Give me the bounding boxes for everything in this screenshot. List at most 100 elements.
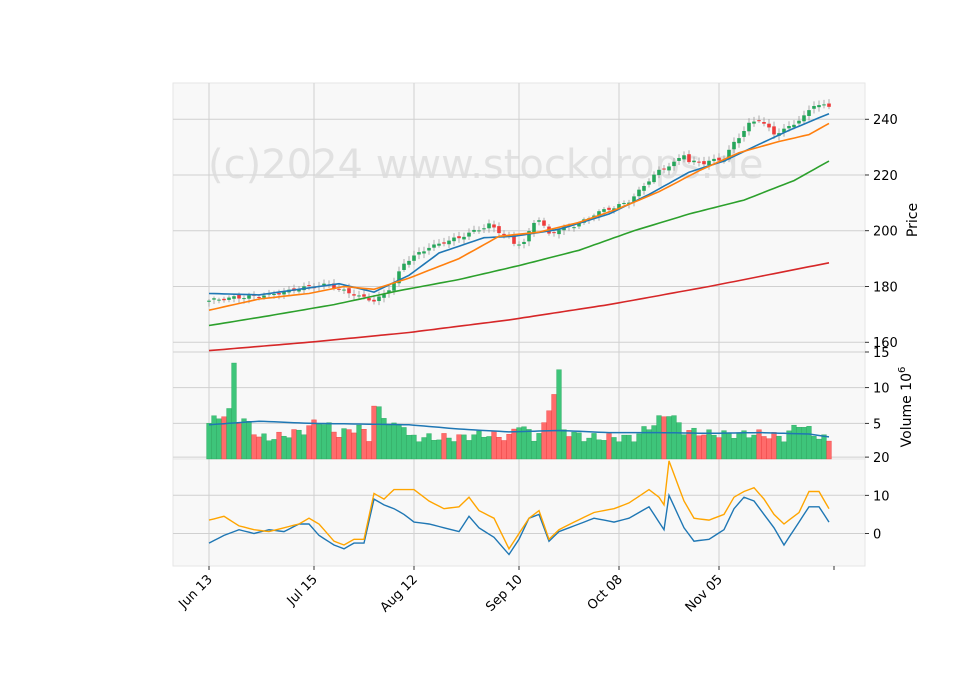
candle-body — [462, 236, 466, 240]
volume-bar — [331, 431, 337, 460]
candlestick — [417, 247, 421, 260]
x-tick-label: Jun 13 — [176, 572, 216, 612]
candle-body — [647, 181, 651, 185]
candle-body — [477, 230, 481, 232]
volume-bar — [481, 436, 487, 460]
volume-bar — [676, 422, 682, 460]
candle-body — [497, 226, 501, 234]
volume-bar — [301, 434, 307, 460]
candle-body — [407, 260, 411, 265]
candlestick — [532, 219, 536, 237]
candle-body — [757, 120, 761, 122]
candlestick — [667, 162, 671, 176]
candle-body — [447, 240, 451, 245]
candlestick — [517, 241, 521, 249]
candle-body — [687, 154, 691, 163]
candle-body — [247, 295, 251, 299]
volume-bar — [401, 427, 407, 460]
volume-bar — [576, 432, 582, 460]
volume-bar — [336, 437, 342, 460]
volume-bar — [661, 416, 667, 460]
candle-body — [297, 289, 301, 292]
volume-bar — [316, 423, 322, 460]
volume-average-line — [208, 420, 830, 438]
candle-body — [417, 252, 421, 255]
candle-body — [527, 231, 531, 242]
candle-body — [802, 115, 806, 122]
candlestick — [662, 165, 666, 174]
candle-body — [442, 242, 446, 244]
volume-bar — [341, 428, 347, 460]
candlestick — [527, 227, 531, 247]
candlestick — [397, 266, 401, 287]
volume-bar — [261, 433, 267, 460]
volume-bar — [206, 423, 212, 460]
candle-body — [382, 294, 386, 298]
volume-bar — [326, 422, 332, 460]
candle-body — [392, 282, 396, 291]
candlestick — [642, 182, 646, 195]
candle-body — [637, 189, 641, 197]
volume-bar — [611, 437, 617, 460]
candle-body — [622, 202, 626, 204]
volume-axis-label-text: Volume 10 — [899, 373, 915, 447]
volume-bar — [606, 433, 612, 460]
candle-body — [482, 228, 486, 230]
volume-bar — [311, 419, 317, 460]
candle-body — [387, 290, 391, 294]
volume-bar — [621, 434, 627, 460]
candle-body — [682, 155, 686, 160]
candle-body — [492, 224, 496, 228]
candle-body — [372, 299, 376, 302]
volume-bars — [206, 362, 832, 460]
candlestick — [692, 156, 696, 166]
candlestick — [402, 258, 406, 272]
candle-body — [307, 285, 311, 287]
volume-bar — [321, 424, 327, 460]
volume-bar — [511, 428, 517, 460]
moving-average-line — [208, 262, 830, 352]
volume-bar — [541, 422, 547, 460]
candle-body — [237, 294, 241, 299]
candlestick — [222, 296, 226, 303]
volume-bar — [811, 436, 817, 460]
candlestick — [812, 101, 816, 114]
volume-bar — [581, 441, 587, 460]
volume-bar — [356, 424, 362, 460]
candle-body — [672, 161, 676, 167]
volume-bar — [241, 418, 247, 460]
volume-bar — [691, 427, 697, 460]
volume-bar — [646, 429, 652, 460]
volume-bar — [536, 433, 542, 460]
candle-body — [487, 223, 491, 229]
volume-bar — [306, 425, 312, 460]
candle-body — [517, 244, 521, 246]
candle-body — [452, 237, 456, 242]
candle-body — [557, 230, 561, 235]
volume-bar — [456, 434, 462, 460]
volume-bar — [761, 436, 767, 460]
volume-bar — [411, 434, 417, 460]
candle-body — [827, 103, 831, 107]
candlestick — [492, 220, 496, 233]
candlestick — [767, 118, 771, 132]
candlestick — [457, 231, 461, 243]
x-tick-label: Aug 12 — [378, 572, 421, 615]
candlestick — [227, 295, 231, 303]
volume-bar — [281, 435, 287, 460]
volume-bar — [291, 429, 297, 460]
volume-bar — [251, 434, 257, 460]
candle-body — [762, 122, 766, 124]
candlestick — [357, 290, 361, 300]
candle-body — [397, 271, 401, 284]
candle-body — [457, 236, 461, 239]
candlestick — [467, 228, 471, 240]
volume-bar — [276, 431, 282, 460]
volume-bar — [816, 438, 822, 460]
candlestick — [282, 287, 286, 299]
candle-body — [322, 283, 326, 286]
candle-body — [747, 122, 751, 132]
volume-bar — [741, 430, 747, 460]
volume-bar — [726, 432, 732, 460]
volume-bar — [351, 432, 357, 460]
